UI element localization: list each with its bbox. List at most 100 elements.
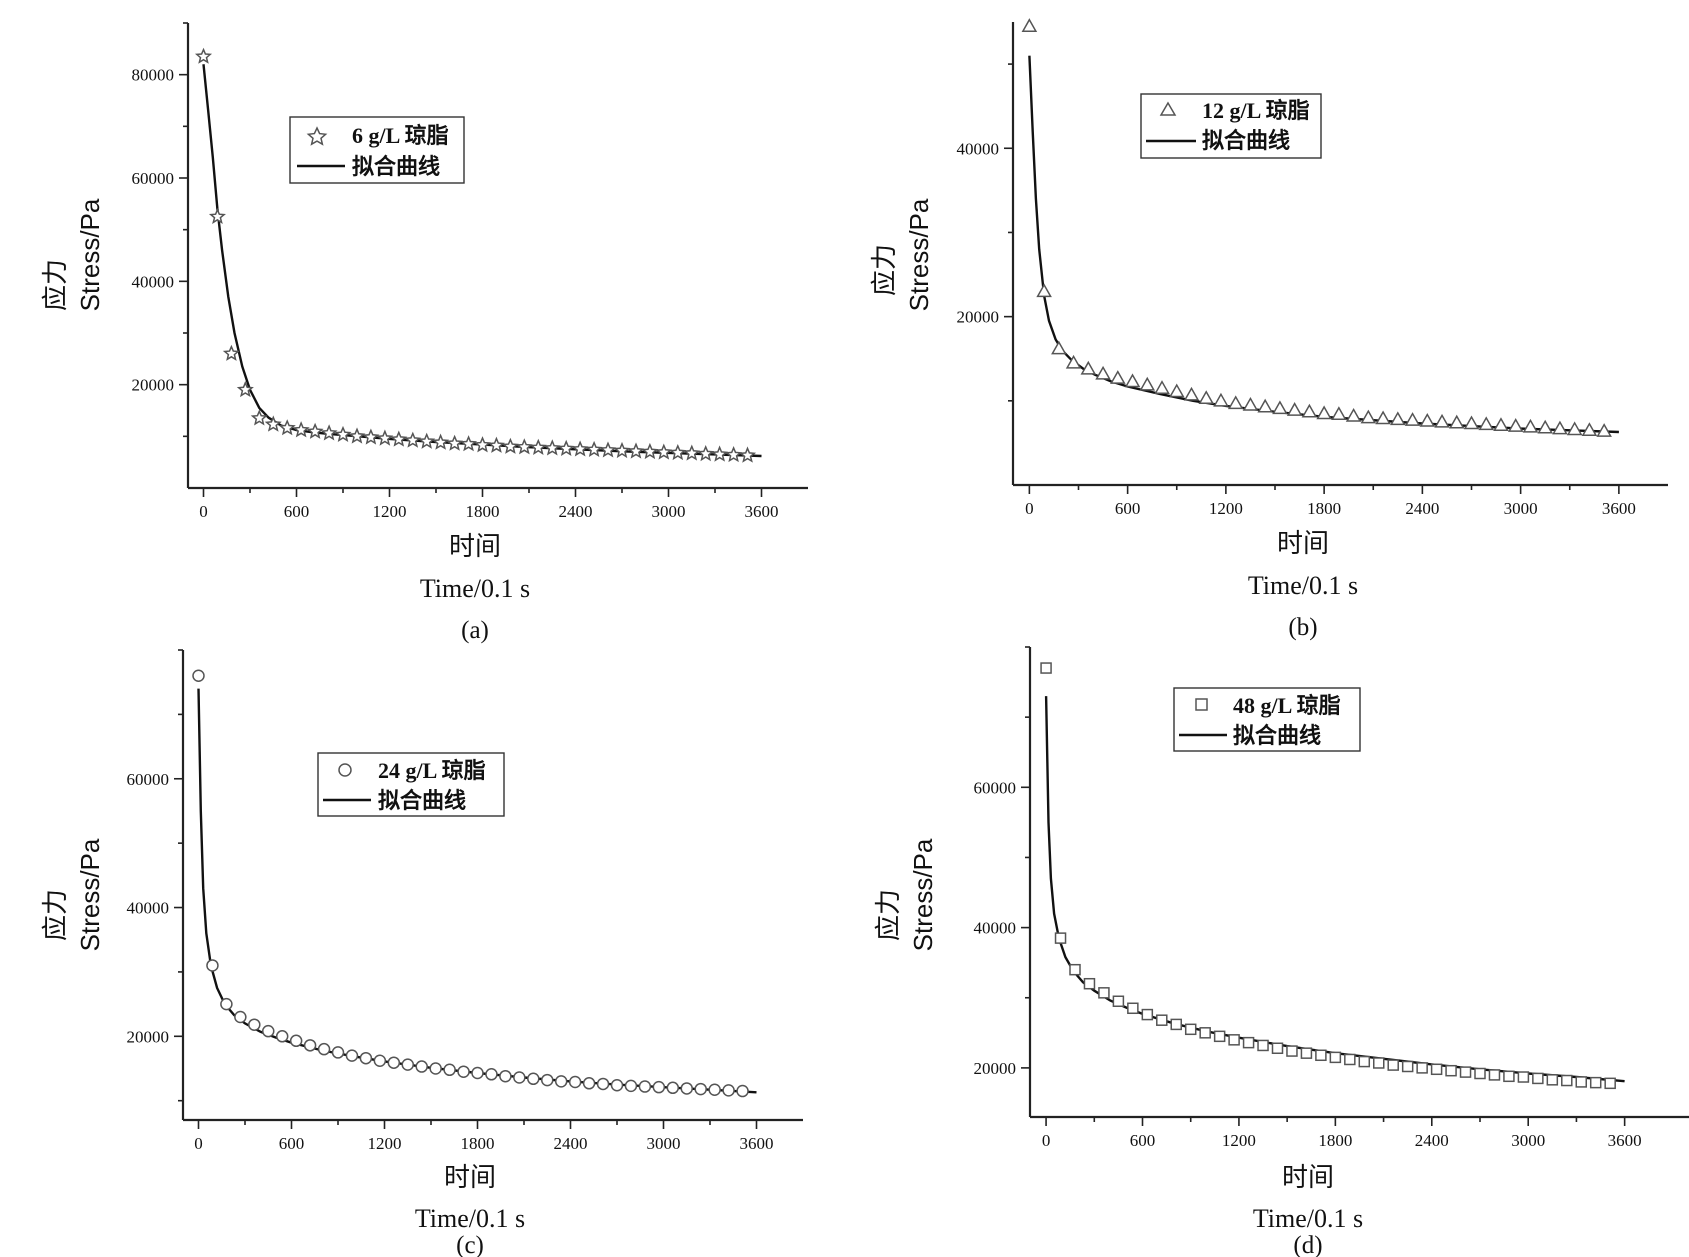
- chart-d-data-point: [1141, 1008, 1154, 1021]
- chart-c-data-point: [722, 1084, 735, 1097]
- chart-b-data-point: [1596, 423, 1612, 437]
- chart-d-data-point: [1242, 1036, 1255, 1049]
- chart-c-y-tick-label: 40000: [127, 899, 170, 918]
- chart-c-data-point: [652, 1080, 666, 1094]
- chart-c-data-point: [373, 1054, 387, 1068]
- chart-a-data-point: [306, 422, 324, 439]
- chart-d-data-point: [1199, 1027, 1211, 1039]
- chart-b-data-point: [1198, 390, 1215, 405]
- chart-b-legend-marker: [1159, 101, 1177, 116]
- chart-b-y-tick-label: 40000: [957, 139, 1000, 158]
- chart-a-x-tick-label: 1200: [373, 502, 407, 521]
- chart-c-legend-marker: [338, 763, 352, 777]
- chart-c-legend-box: [317, 752, 505, 817]
- chart-panel-b: 0 600 1200 1800 2400 3000 3600 20000 40000 应力 St…: [845, 0, 1689, 641]
- chart-c-data-point: [262, 1024, 275, 1038]
- chart-b-x-tick-label: 1200: [1209, 499, 1243, 518]
- chart-panel-c: 0 600 1200 1800 2400 3000 3600 20000 40000 60000 …: [0, 640, 840, 1257]
- chart-a-data-point: [557, 439, 575, 456]
- chart-c-data-point: [499, 1069, 512, 1083]
- chart-d-x-tick-label: 1200: [1222, 1131, 1256, 1150]
- chart-c-caption: (c): [456, 1232, 484, 1257]
- chart-b-ylabel: Stress/Pa: [904, 198, 934, 311]
- chart-c-data-point: [736, 1084, 749, 1098]
- chart-c-y-tick-label: 20000: [127, 1027, 170, 1046]
- chart-c-legend-label-fit: 拟合曲线: [378, 788, 466, 813]
- chart-a-svg: 0 600 1200 1800 2400 3000 3600 20000 40000 60000 8…: [40, 22, 808, 644]
- chart-a-data-point: [418, 432, 436, 449]
- chart-a-data-point: [320, 424, 338, 441]
- chart-c-data-point: [596, 1077, 610, 1091]
- chart-d-ylabel-cn: 应力: [873, 889, 903, 941]
- chart-c-data-point: [359, 1051, 373, 1065]
- chart-a-data-point: [697, 444, 715, 462]
- chart-d-data-point: [1575, 1076, 1587, 1088]
- chart-b-x-tick-label: 3600: [1602, 499, 1636, 518]
- chart-a-data-point: [655, 443, 673, 460]
- chart-c-x-tick-label: 3000: [647, 1134, 681, 1153]
- chart-b-data-point: [1051, 340, 1067, 355]
- chart-a-ylabel: Stress/Pa: [75, 198, 105, 311]
- chart-c-ylabel: Stress/Pa: [75, 838, 105, 951]
- chart-d-data-point: [1344, 1053, 1356, 1066]
- chart-d-legend: 48 g/L 琼脂 拟合曲线: [1173, 687, 1361, 752]
- chart-a-data-point: [669, 444, 687, 461]
- chart-d-y-tick-label: 40000: [974, 919, 1017, 938]
- chart-b-data-point: [1419, 412, 1436, 427]
- chart-b-data-point: [1139, 376, 1156, 391]
- chart-a-y-tick-label: 60000: [132, 169, 175, 188]
- chart-a-legend-box: [289, 116, 465, 184]
- chart-c-svg: 0 600 1200 1800 2400 3000 3600200004000060000 …: [40, 649, 803, 1257]
- chart-b-data-point: [1110, 370, 1126, 384]
- chart-b-data-point: [1036, 283, 1052, 298]
- chart-b-data-point: [1257, 398, 1273, 413]
- chart-c-data-point: [541, 1073, 554, 1087]
- chart-d-data-point: [1213, 1030, 1226, 1043]
- chart-c-data-point: [401, 1058, 414, 1071]
- chart-d-fit-line: [1044, 696, 1625, 1083]
- chart-c-data-point: [638, 1080, 652, 1093]
- chart-a-x-tick-label: 3600: [745, 502, 779, 521]
- chart-d-x-tick-label: 1800: [1318, 1131, 1352, 1150]
- chart-d-data-point: [1127, 1002, 1139, 1015]
- chart-d-data-point: [1387, 1059, 1399, 1071]
- chart-c-y-tick-label: 60000: [127, 770, 170, 789]
- chart-a-data-point: [641, 442, 659, 460]
- chart-d-data-point: [1589, 1076, 1602, 1089]
- chart-b-data-point: [1272, 400, 1288, 415]
- chart-b-data-point: [1434, 413, 1450, 428]
- chart-c-data-point: [275, 1030, 289, 1043]
- chart-a-data-point: [278, 419, 296, 436]
- chart-d-data-point: [1532, 1072, 1544, 1085]
- chart-a-legend-label-series: 6 g/L 琼脂: [352, 123, 449, 148]
- chart-a-data-point: [362, 428, 380, 445]
- chart-c-data-point: [303, 1039, 317, 1052]
- chart-a-data-point: [292, 421, 310, 438]
- chart-c-data-point: [624, 1079, 638, 1093]
- chart-b-data-point: [1080, 360, 1097, 375]
- chart-a-data-point: [334, 425, 352, 442]
- chart-c-data-point: [443, 1063, 456, 1077]
- chart-c-x-tick-label: 1800: [461, 1134, 495, 1153]
- chart-a-data-point: [473, 436, 492, 453]
- chart-b-data-point: [1360, 409, 1377, 424]
- chart-c-xlabel-cn: 时间: [444, 1163, 496, 1192]
- chart-a-x-tick-label: 600: [284, 502, 310, 521]
- chart-b-y-tick-label: 20000: [957, 308, 1000, 327]
- chart-b-data-point: [1154, 380, 1170, 394]
- chart-c-data-point: [248, 1018, 261, 1031]
- chart-d-x-tick-label: 2400: [1415, 1131, 1449, 1150]
- chart-c-data-point: [554, 1075, 568, 1088]
- chart-b-xlabel-cn: 时间: [1277, 529, 1329, 558]
- chart-c-data-point: [345, 1049, 359, 1062]
- chart-d-data-point: [1373, 1057, 1385, 1069]
- chart-a-data-point: [571, 440, 589, 457]
- chart-a-data-point: [683, 444, 701, 461]
- chart-d-data-point: [1257, 1039, 1269, 1052]
- chart-a-data-point: [627, 442, 645, 459]
- chart-c-data-point: [317, 1042, 331, 1056]
- chart-b-xlabel: Time/0.1 s: [1248, 571, 1358, 600]
- chart-d-data-point: [1488, 1069, 1501, 1081]
- chart-d-xlabel-cn: 时间: [1282, 1163, 1334, 1192]
- chart-d-data-point: [1170, 1018, 1182, 1031]
